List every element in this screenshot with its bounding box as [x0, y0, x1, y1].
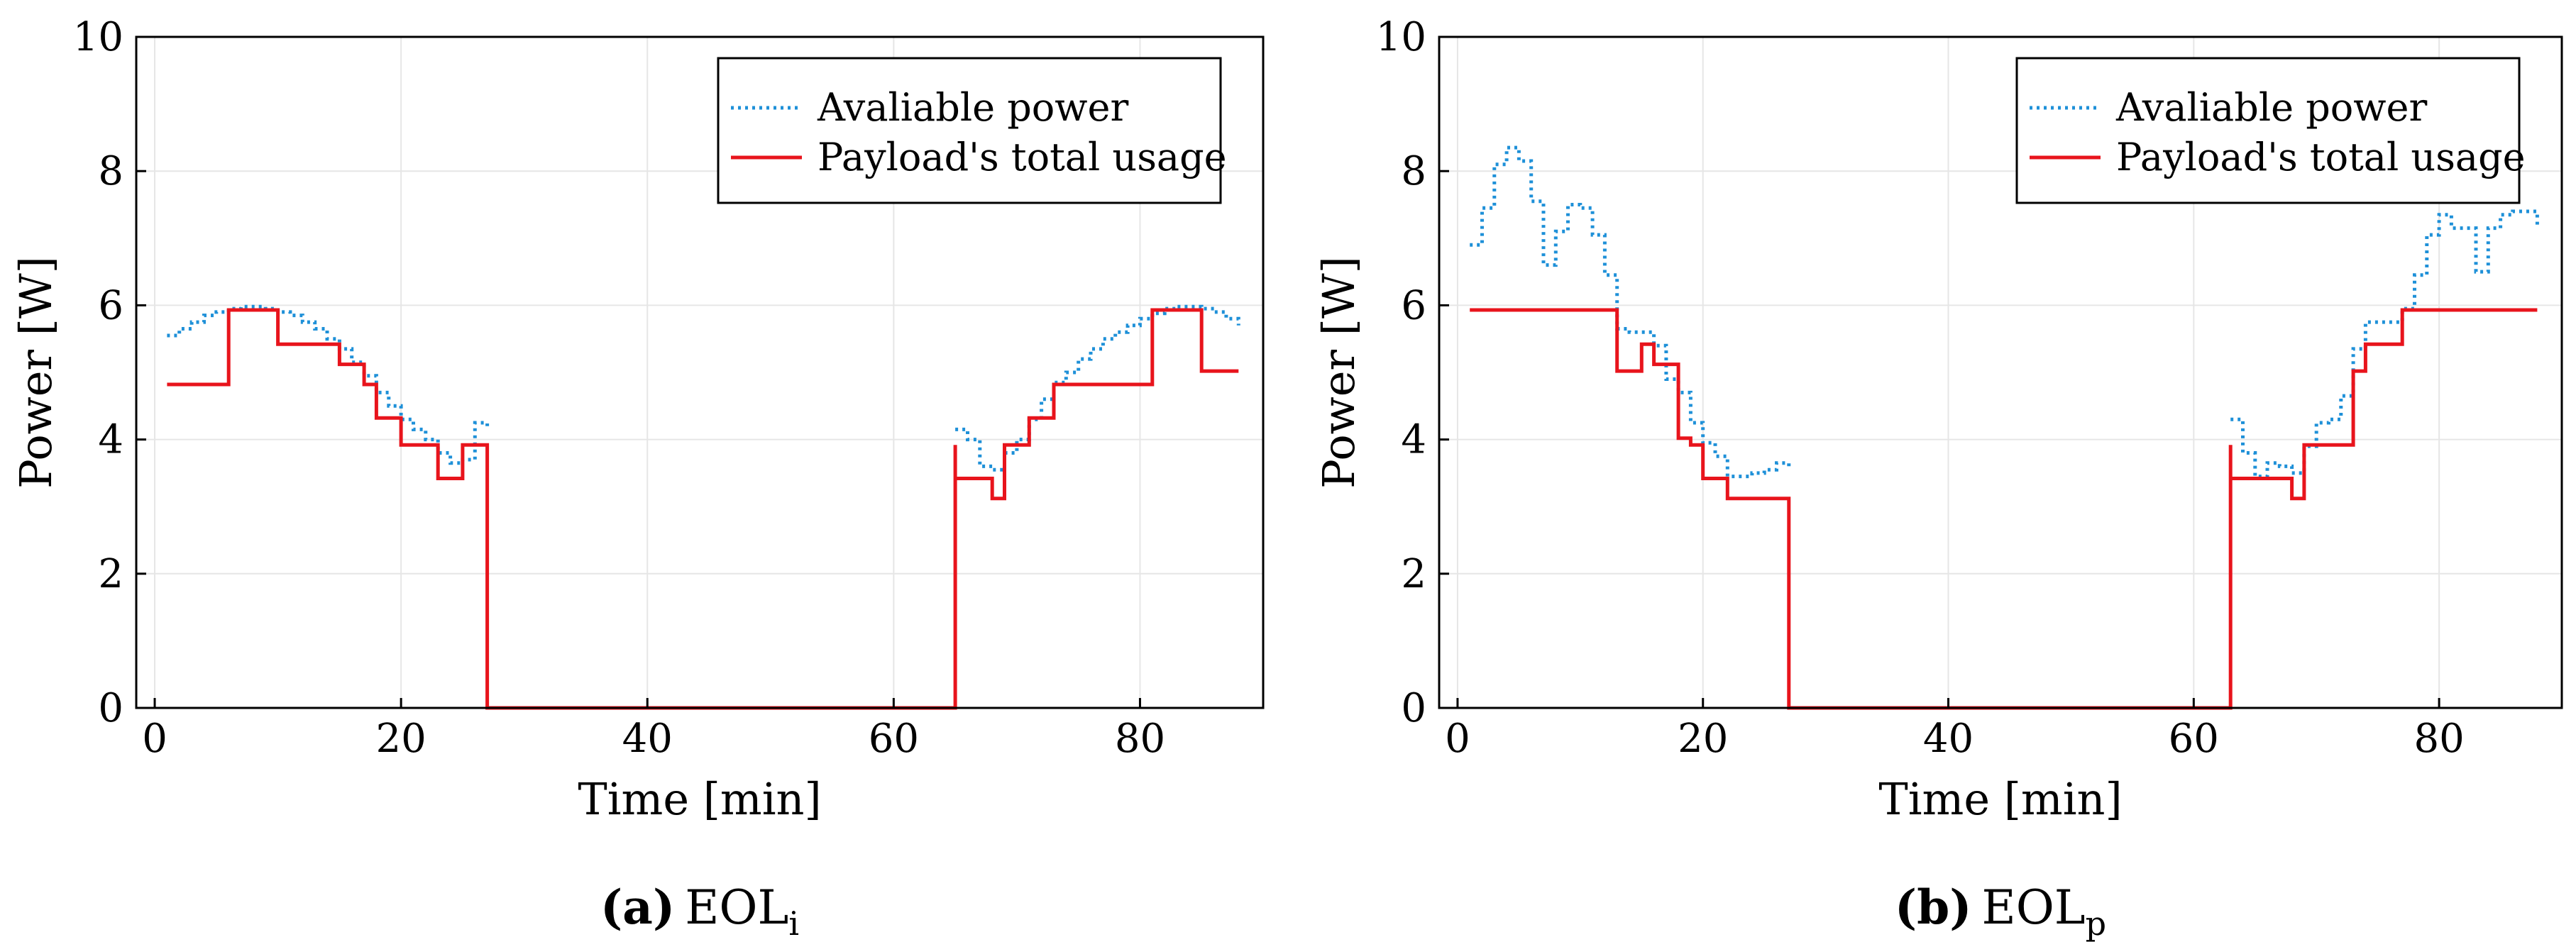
y-tick-label-a: 2 — [98, 551, 123, 597]
caption-base-b: EOL — [1982, 880, 2086, 935]
x-tick-label-b: 80 — [2413, 716, 2464, 762]
ticks-a: 0 20 40 60 80 0 2 4 6 8 10 — [73, 14, 1165, 762]
caption-label-b: (b) — [1895, 880, 1972, 935]
x-tick-label-a: 60 — [869, 716, 919, 762]
caption-label-a: (a) — [600, 880, 675, 935]
y-tick-label-a: 10 — [73, 14, 123, 60]
panel-b: 0 20 40 60 80 0 2 4 6 8 10 Time [min] Power [W] Av… — [1313, 14, 2563, 942]
series-layer-b — [1470, 145, 2539, 710]
x-tick-label-a: 40 — [622, 716, 673, 762]
legend-label-payload-usage-b: Payload's total usage — [2116, 135, 2526, 179]
legend-label-available-power-a: Avaliable power — [817, 85, 1128, 130]
caption-base-a: EOL — [685, 880, 788, 935]
caption-sub-b: p — [2086, 904, 2106, 942]
series-layer-a — [167, 304, 1240, 710]
y-tick-label-b: 2 — [1401, 551, 1426, 597]
y-tick-label-a: 6 — [98, 282, 123, 328]
y-tick-label-a: 8 — [98, 148, 123, 194]
y-tick-label-a: 4 — [98, 417, 123, 463]
y-axis-label-a: Power [W] — [10, 256, 62, 489]
x-tick-label-b: 0 — [1445, 716, 1470, 762]
legend-box-a — [717, 57, 1222, 204]
y-tick-label-a: 0 — [98, 685, 123, 731]
legend-label-available-power-b: Avaliable power — [2115, 85, 2427, 130]
y-tick-label-b: 6 — [1401, 282, 1426, 328]
payload-usage-line-b — [1470, 308, 2538, 710]
axes-frame-b — [1438, 35, 2563, 709]
x-tick-label-b: 40 — [1923, 716, 1974, 762]
x-tick-label-b: 20 — [1678, 716, 1728, 762]
x-tick-label-b: 60 — [2169, 716, 2219, 762]
y-tick-label-b: 10 — [1376, 14, 1426, 60]
caption-sub-a: i — [788, 904, 799, 942]
legend-b: Avaliable power Payload's total usage — [2015, 57, 2526, 204]
y-axis-label-b: Power [W] — [1313, 256, 1365, 489]
axes-frame-a — [135, 35, 1265, 709]
available-power-line-b — [1470, 145, 2539, 479]
y-tick-label-b: 8 — [1401, 148, 1426, 194]
panel-a: 0 20 40 60 80 0 2 4 6 8 10 Time [min] Power [W] Av… — [10, 14, 1265, 942]
caption-b: (b) EOLp — [1895, 880, 2106, 942]
x-axis-label-a: Time [min] — [578, 773, 821, 825]
y-tick-label-b: 0 — [1401, 685, 1426, 731]
x-tick-label-a: 80 — [1115, 716, 1165, 762]
caption-a: (a) EOLi — [600, 880, 799, 942]
y-tick-label-b: 4 — [1401, 417, 1426, 463]
ticks-b: 0 20 40 60 80 0 2 4 6 8 10 — [1376, 14, 2465, 762]
legend-a: Avaliable power Payload's total usage — [717, 57, 1227, 204]
x-tick-label-a: 0 — [142, 716, 167, 762]
x-axis-label-b: Time [min] — [1878, 773, 2122, 825]
x-tick-label-a: 20 — [376, 716, 426, 762]
legend-box-b — [2015, 57, 2521, 204]
available-power-line-a — [167, 304, 1240, 472]
legend-label-payload-usage-a: Payload's total usage — [818, 135, 1227, 179]
